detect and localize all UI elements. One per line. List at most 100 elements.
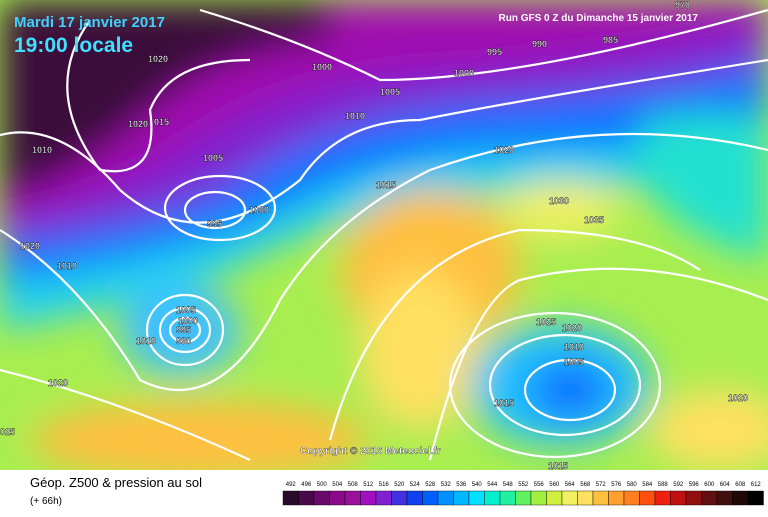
- scale-swatch: [561, 490, 578, 506]
- isobars: [0, 8, 768, 461]
- scale-swatch: [453, 490, 470, 506]
- scale-swatch: [406, 490, 423, 506]
- scale-swatch: [375, 490, 392, 506]
- scale-swatch: [592, 490, 609, 506]
- scale-swatch: [484, 490, 501, 506]
- isobar-label: 985: [603, 35, 618, 45]
- scale-swatch: [499, 490, 516, 506]
- isobar-label: 1010: [57, 261, 77, 271]
- scale-label: 544: [487, 482, 498, 488]
- isobar-label: 1020: [148, 54, 168, 64]
- date: Mardi 17 janvier 2017: [14, 14, 165, 31]
- scale-label: 560: [549, 482, 560, 488]
- isobar-label: 1000: [454, 68, 474, 78]
- isobar-label: 1005: [203, 153, 223, 163]
- isobar-label: 1020: [494, 145, 514, 155]
- scale-label: 584: [642, 482, 653, 488]
- scale-swatch: [623, 490, 640, 506]
- scale-swatch: [654, 490, 671, 506]
- scale-swatch: [282, 490, 299, 506]
- scale-label: 552: [518, 482, 529, 488]
- scale-swatch: [360, 490, 377, 506]
- scale-label: 572: [596, 482, 607, 488]
- isobar-label: 1020: [20, 241, 40, 251]
- scale-label: 528: [425, 482, 436, 488]
- isobar-label: 1005: [564, 357, 584, 367]
- scale-label: 500: [317, 482, 328, 488]
- isobar-label: 1035: [584, 215, 604, 225]
- run-info: Run GFS 0 Z du Dimanche 15 janvier 2017: [498, 13, 698, 24]
- scale-swatch: [732, 490, 749, 506]
- isobar-label: 015: [154, 117, 169, 127]
- isobar-label: 1015: [376, 180, 396, 190]
- scale-swatch: [344, 490, 361, 506]
- isobar-label: 1020: [562, 323, 582, 333]
- isobar-label: 1030: [549, 196, 569, 206]
- scale-swatch: [422, 490, 439, 506]
- isobar-label: 1000: [178, 316, 198, 326]
- scale-label: 532: [441, 482, 452, 488]
- scale-label: 536: [456, 482, 467, 488]
- isobar-label: 1010: [32, 145, 52, 155]
- scale-swatch: [716, 490, 733, 506]
- isobar-label: 1005: [380, 87, 400, 97]
- isobar-label: 1020: [128, 119, 148, 129]
- isobar-label: 1010: [564, 342, 584, 352]
- scale-swatch: [298, 490, 315, 506]
- color-scale: 492 496 500 504 508 512 516 520 524 528 532 536 540 5…: [282, 482, 764, 506]
- scale-label: 492: [286, 482, 297, 488]
- lead-time: (+ 66h): [30, 496, 62, 507]
- scale-label: 608: [735, 482, 746, 488]
- scale-swatch: [608, 490, 625, 506]
- scale-label: 592: [673, 482, 684, 488]
- scale-label: 612: [751, 482, 762, 488]
- isobar-label: 1005: [176, 305, 196, 315]
- scale-label: 524: [410, 482, 421, 488]
- isobar-label: 1000: [249, 205, 269, 215]
- scale-swatch: [468, 490, 485, 506]
- scale-label: 580: [627, 482, 638, 488]
- scale-swatch: [670, 490, 687, 506]
- scale-swatch: [329, 490, 346, 506]
- scale-label: 556: [534, 482, 545, 488]
- scale-swatch: [437, 490, 454, 506]
- isobar-label: 995: [176, 325, 191, 335]
- isobar-label: 1000: [312, 62, 332, 72]
- scale-label: 604: [720, 482, 731, 488]
- scale-label: 520: [394, 482, 405, 488]
- scale-label: 548: [503, 482, 514, 488]
- isobar-label: 1015: [548, 461, 568, 471]
- scale-swatch: [577, 490, 594, 506]
- scale-swatch: [313, 490, 330, 506]
- footer-title: Géop. Z500 & pression au sol: [30, 475, 202, 490]
- isobar-label: 1020: [728, 393, 748, 403]
- copyright: Copyright © 2016 Meteociel.fr: [300, 446, 441, 457]
- isobar-label: 1015: [494, 398, 514, 408]
- scale-label: 588: [658, 482, 669, 488]
- scale-label: 496: [301, 482, 312, 488]
- isobar-label: 990: [532, 39, 547, 49]
- scale-label: 540: [472, 482, 483, 488]
- isobar-label: 995: [487, 47, 502, 57]
- z500-field: [0, 0, 768, 480]
- scale-label: 504: [332, 482, 343, 488]
- time: 19:00 locale: [14, 34, 133, 57]
- scale-swatch: [530, 490, 547, 506]
- scale-swatch: [391, 490, 408, 506]
- isobar-label: 990: [176, 336, 191, 346]
- scale-label: 600: [704, 482, 715, 488]
- scale-swatch: [639, 490, 656, 506]
- scale-label: 576: [611, 482, 622, 488]
- scale-swatch: [546, 490, 563, 506]
- isobar-label: 970: [675, 0, 690, 10]
- isobar-label: 1010: [136, 336, 156, 346]
- isobar-label: 995: [207, 219, 222, 229]
- scale-label: 568: [580, 482, 591, 488]
- scale-label: 516: [379, 482, 390, 488]
- scale-swatch: [685, 490, 702, 506]
- isobar-label: 1025: [536, 317, 556, 327]
- isobar-label: 1020: [48, 378, 68, 388]
- scale-label: 512: [363, 482, 374, 488]
